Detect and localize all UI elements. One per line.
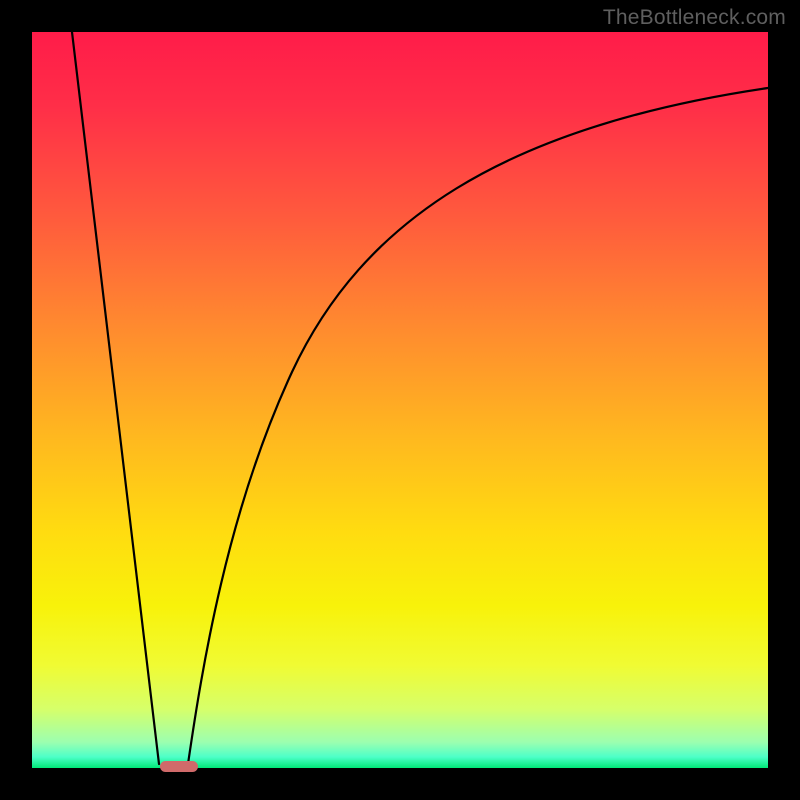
- bottleneck-curves: [32, 32, 768, 768]
- watermark-text: TheBottleneck.com: [603, 6, 786, 30]
- minimum-marker: [160, 761, 198, 772]
- chart-frame: TheBottleneck.com: [0, 0, 800, 800]
- plot-area: [32, 32, 768, 768]
